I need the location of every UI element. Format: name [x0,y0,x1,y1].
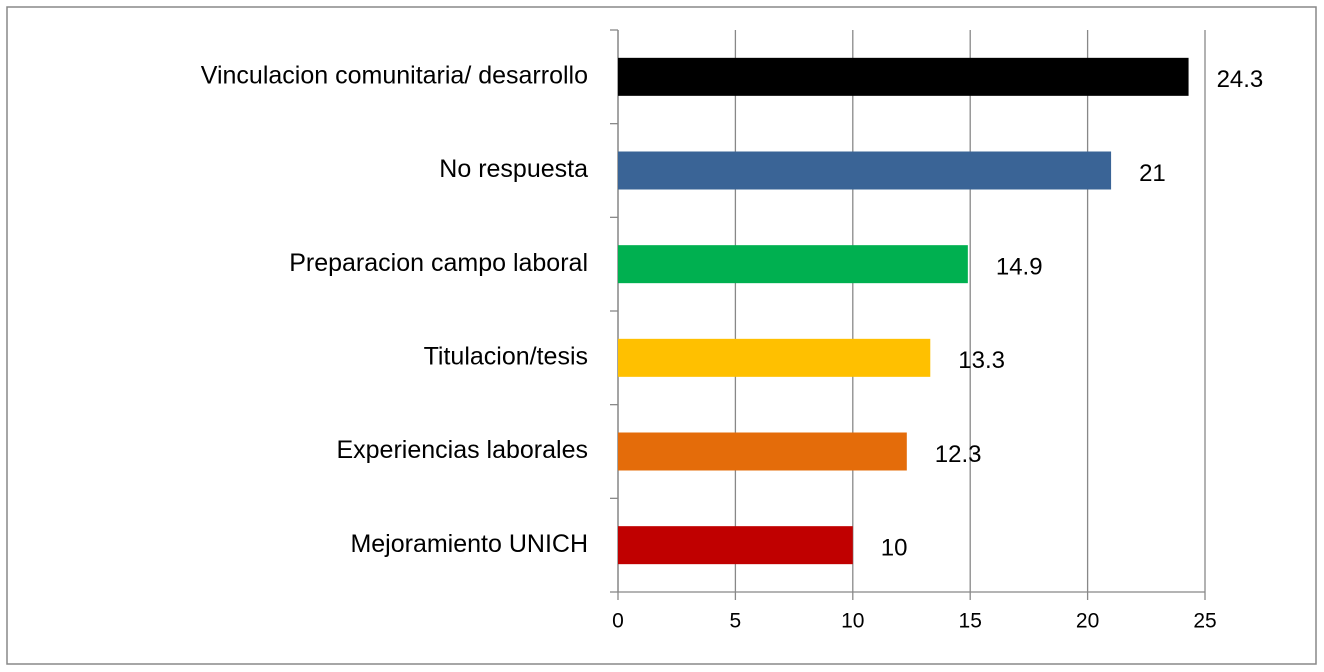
data-label: 24.3 [1217,66,1264,93]
x-tick-label: 5 [730,610,742,633]
data-label: 13.3 [958,347,1005,374]
x-tick-label: 25 [1193,610,1216,633]
x-tick-label: 20 [1076,610,1099,633]
chart-border [6,6,1317,665]
bar [618,338,931,377]
x-tick-label: 0 [612,610,624,633]
bar [618,526,853,565]
data-label: 12.3 [935,441,982,468]
bar [618,245,968,284]
bar [618,151,1112,190]
x-tick-label: 15 [959,610,982,633]
data-label: 10 [881,535,908,562]
y-tick-label: Vinculacion comunitaria/ desarrollo [201,61,588,89]
bar [618,57,1189,96]
data-label: 21 [1139,160,1166,187]
y-tick-label: No respuesta [439,155,588,183]
y-tick-label: Experiencias laborales [336,436,588,464]
bar [618,432,907,471]
x-tick-label: 10 [841,610,864,633]
data-label: 14.9 [996,254,1043,281]
y-tick-label: Mejoramiento UNICH [350,530,588,558]
y-tick-label: Preparacion campo laboral [289,249,588,277]
y-tick-label: Titulacion/tesis [424,342,588,370]
